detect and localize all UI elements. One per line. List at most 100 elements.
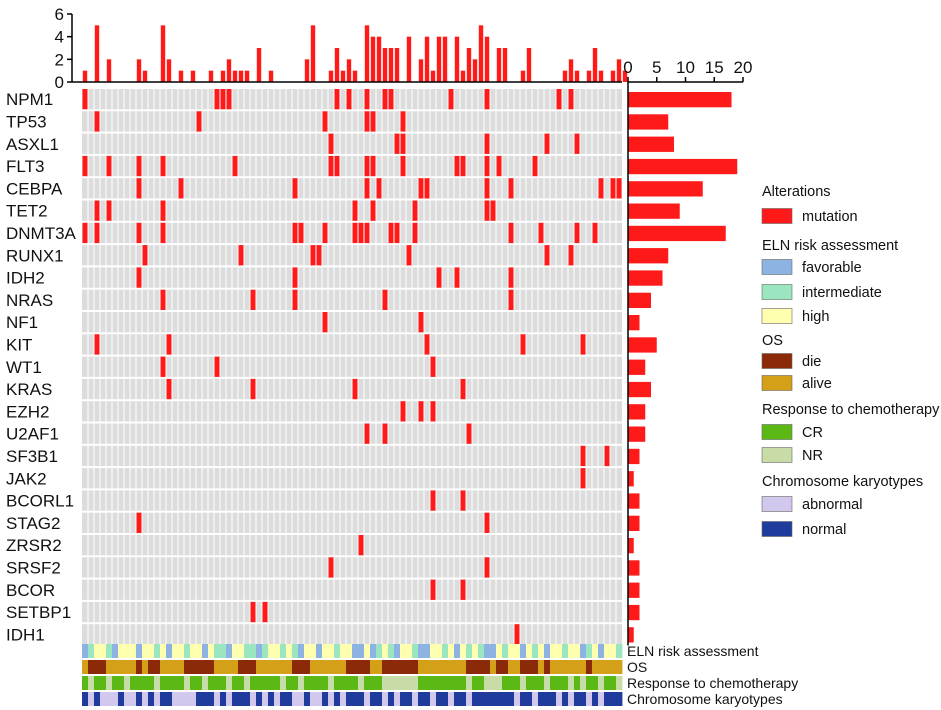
cell-divider <box>532 178 533 198</box>
track-cell-favorable <box>424 644 430 658</box>
cell-divider <box>514 602 515 622</box>
cell-divider <box>232 602 233 622</box>
cell-divider <box>262 490 263 510</box>
track-cell-NR <box>466 676 472 690</box>
cell-divider <box>364 357 365 377</box>
cell-divider <box>304 267 305 287</box>
cell-divider <box>160 513 161 533</box>
cell-divider <box>184 624 185 644</box>
cell-divider <box>250 513 251 533</box>
cell-divider <box>244 89 245 109</box>
cell-divider <box>376 201 377 221</box>
cell-divider <box>604 624 605 644</box>
track-cell-die <box>292 660 298 674</box>
cell-divider <box>532 267 533 287</box>
cell-divider <box>376 624 377 644</box>
track-cell-intermediate <box>502 644 508 658</box>
cell-divider <box>556 111 557 131</box>
cell-divider <box>352 357 353 377</box>
cell-divider <box>562 89 563 109</box>
cell-divider <box>94 624 95 644</box>
cell-divider <box>202 156 203 176</box>
track-cell-normal <box>82 692 88 706</box>
cell-divider <box>112 223 113 243</box>
cell-divider <box>496 290 497 310</box>
cell-divider <box>358 156 359 176</box>
track-cell-die <box>466 660 472 674</box>
mutation-cell-TET2 <box>485 201 490 221</box>
sample-count-bar <box>335 48 339 82</box>
track-cell-high <box>406 644 412 658</box>
cell-divider <box>508 267 509 287</box>
cell-divider <box>454 156 455 176</box>
cell-divider <box>178 89 179 109</box>
mutation-cell-KIT <box>581 334 586 354</box>
cell-divider <box>148 580 149 600</box>
cell-divider <box>502 624 503 644</box>
track-cell-alive <box>514 660 520 674</box>
cell-divider <box>136 111 137 131</box>
track-cell-favorable <box>316 644 322 658</box>
cell-divider <box>100 490 101 510</box>
track-cell-normal <box>484 692 490 706</box>
cell-divider <box>172 178 173 198</box>
cell-divider <box>232 401 233 421</box>
cell-divider <box>502 602 503 622</box>
cell-divider <box>616 134 617 154</box>
cell-divider <box>592 134 593 154</box>
cell-divider <box>340 401 341 421</box>
cell-divider <box>364 156 365 176</box>
cell-divider <box>94 201 95 221</box>
cell-divider <box>532 424 533 444</box>
track-cell-high <box>568 644 574 658</box>
cell-divider <box>160 201 161 221</box>
cell-divider <box>106 267 107 287</box>
track-cell-alive <box>376 660 382 674</box>
cell-divider <box>598 178 599 198</box>
cell-divider <box>346 580 347 600</box>
cell-divider <box>586 379 587 399</box>
cell-divider <box>304 424 305 444</box>
cell-divider <box>388 134 389 154</box>
cell-divider <box>322 334 323 354</box>
cell-divider <box>352 312 353 332</box>
cell-divider <box>502 424 503 444</box>
cell-divider <box>184 468 185 488</box>
track-cell-CR <box>178 676 184 690</box>
cell-divider <box>418 111 419 131</box>
cell-divider <box>334 357 335 377</box>
cell-divider <box>364 468 365 488</box>
cell-divider <box>340 624 341 644</box>
cell-divider <box>154 513 155 533</box>
cell-divider <box>268 535 269 555</box>
cell-divider <box>214 111 215 131</box>
cell-divider <box>490 535 491 555</box>
cell-divider <box>490 379 491 399</box>
track-cell-abnormal <box>106 692 112 706</box>
cell-divider <box>178 401 179 421</box>
cell-divider <box>154 401 155 421</box>
cell-divider <box>280 357 281 377</box>
cell-divider <box>256 580 257 600</box>
cell-divider <box>88 290 89 310</box>
cell-divider <box>556 201 557 221</box>
track-cell-abnormal <box>124 692 130 706</box>
cell-divider <box>238 334 239 354</box>
cell-divider <box>526 580 527 600</box>
cell-divider <box>154 223 155 243</box>
cell-divider <box>418 513 419 533</box>
track-cell-CR <box>220 676 226 690</box>
cell-divider <box>538 178 539 198</box>
cell-divider <box>382 334 383 354</box>
cell-divider <box>106 156 107 176</box>
sample-count-bar <box>617 59 621 82</box>
cell-divider <box>574 89 575 109</box>
cell-divider <box>496 89 497 109</box>
cell-divider <box>214 446 215 466</box>
cell-divider <box>556 134 557 154</box>
track-cell-CR <box>514 676 520 690</box>
cell-divider <box>490 201 491 221</box>
cell-divider <box>202 602 203 622</box>
cell-divider <box>142 267 143 287</box>
mutation-cell-DNMT3A <box>413 223 418 243</box>
